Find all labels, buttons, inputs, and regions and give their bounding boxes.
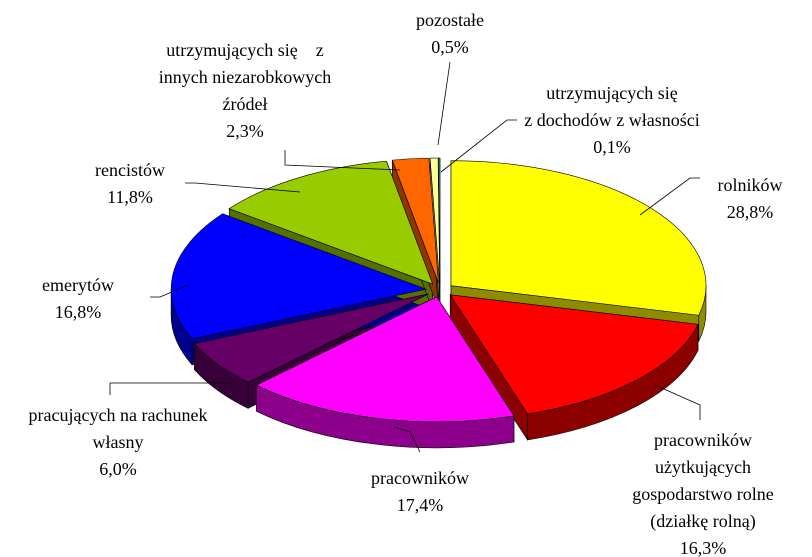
label-name: emerytów (42, 275, 114, 295)
label-name: pozostałe (416, 10, 484, 30)
label-value: 0,1% (593, 137, 631, 157)
leader-line (639, 177, 700, 216)
leader-line (150, 284, 189, 298)
leader-line (654, 384, 701, 420)
label-name: rencistów (95, 160, 165, 180)
slice (228, 160, 434, 285)
label-name: utrzymujących się z innych niezarobkowyc… (158, 40, 332, 114)
label-value: 0,5% (431, 37, 469, 57)
slice-label: rolników 28,8% (718, 172, 783, 226)
slice (170, 213, 428, 340)
label-value: 2,3% (226, 121, 264, 141)
slice (449, 294, 699, 415)
label-name: pracowników (371, 468, 469, 488)
slice-label: emerytów 16,8% (42, 272, 114, 326)
leader-line (185, 182, 301, 193)
label-name: utrzymujących się z dochodów z własności (524, 83, 700, 130)
slice (391, 157, 439, 284)
slice-label: pozostałe 0,5% (416, 7, 484, 61)
slice (450, 160, 707, 316)
label-name: rolników (717, 175, 783, 195)
leader-line (437, 61, 451, 146)
label-value: 11,8% (107, 187, 153, 207)
label-value: 6,0% (99, 459, 137, 479)
slice-label: pracujących na rachunek własny 6,0% (29, 402, 208, 483)
label-value: 28,8% (726, 202, 774, 222)
slice-label: pracowników użytkujących gospodarstwo ro… (632, 427, 773, 557)
leader-line (284, 150, 401, 171)
slice-label: utrzymujących się z innych niezarobkowyc… (159, 37, 331, 145)
slice-label: utrzymujących się z dochodów z własności… (524, 80, 699, 161)
slice-label: pracowników 17,4% (371, 465, 469, 519)
leader-line (109, 382, 232, 395)
leader-line (394, 426, 421, 453)
slice (255, 296, 515, 423)
slice (193, 293, 429, 383)
slice-label: rencistów 11,8% (95, 157, 165, 211)
label-name: pracujących na rachunek własny (28, 405, 208, 452)
label-value: 16,3% (679, 538, 727, 557)
label-value: 17,4% (396, 495, 444, 515)
label-value: 16,8% (54, 302, 102, 322)
label-name: pracowników użytkujących gospodarstwo ro… (632, 430, 774, 531)
slice (438, 157, 441, 284)
leader-line (440, 119, 517, 173)
